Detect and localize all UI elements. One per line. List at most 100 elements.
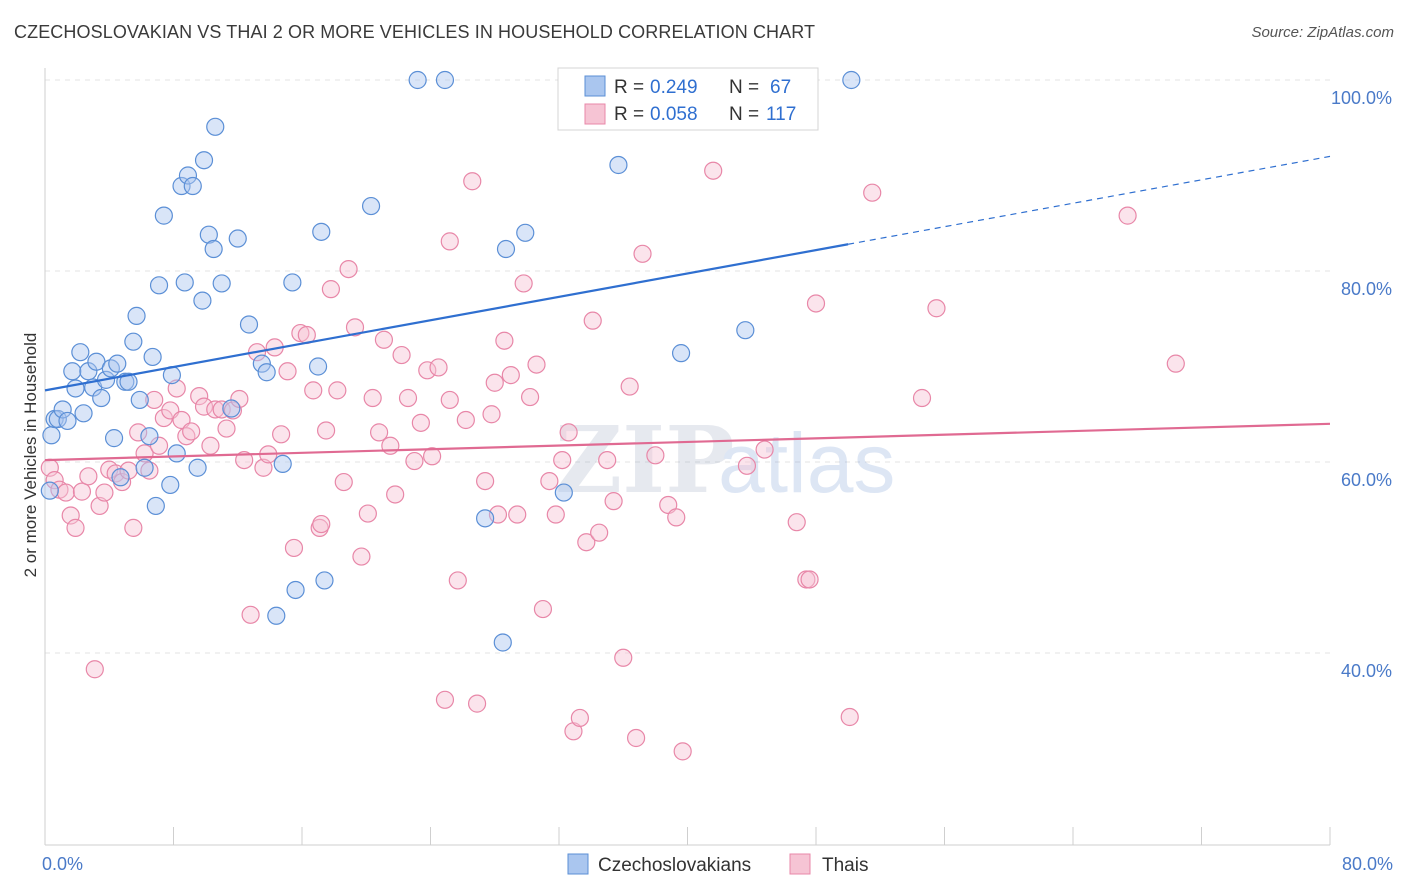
data-point	[363, 388, 382, 408]
data-point	[284, 538, 304, 558]
chart-title: CZECHOSLOVAKIAN VS THAI 2 OR MORE VEHICL…	[14, 22, 816, 42]
data-point	[272, 425, 291, 444]
data-point	[239, 315, 259, 334]
y-tick-label: 80.0%	[1341, 279, 1392, 299]
data-point	[90, 496, 109, 516]
data-point	[334, 472, 353, 492]
data-point	[194, 397, 214, 416]
legend-label-czechoslovakians: Czechoslovakians	[598, 855, 751, 876]
data-point	[476, 509, 495, 528]
data-point	[501, 365, 520, 385]
data-point	[609, 155, 628, 175]
data-point	[352, 547, 371, 566]
data-point	[704, 161, 723, 180]
data-point	[188, 458, 207, 477]
data-point	[418, 361, 437, 380]
data-point	[386, 485, 405, 504]
data-point	[286, 580, 305, 600]
grid-lines	[45, 79, 1330, 654]
data-point	[140, 461, 159, 480]
data-point	[476, 472, 495, 491]
data-point	[273, 454, 292, 474]
data-point	[190, 387, 209, 406]
data-point	[842, 70, 861, 90]
data-point	[667, 508, 686, 527]
data-point	[283, 273, 302, 292]
data-point	[927, 299, 946, 318]
x-tick-label: 80.0%	[1342, 854, 1393, 874]
data-point	[840, 707, 859, 727]
data-point	[496, 239, 516, 259]
legend-swatch-thais	[789, 853, 811, 875]
data-point	[463, 172, 482, 191]
data-point	[161, 475, 180, 495]
data-point	[495, 331, 514, 350]
data-point	[145, 390, 164, 410]
data-point	[370, 423, 389, 442]
data-point	[736, 321, 755, 340]
data-point	[328, 381, 347, 400]
y-tick-label: 60.0%	[1341, 470, 1392, 490]
data-point	[167, 379, 186, 398]
data-point	[358, 504, 377, 523]
watermark: ZIP atlas	[555, 406, 895, 514]
data-point	[520, 387, 540, 407]
data-point	[646, 446, 665, 465]
data-point	[800, 570, 819, 589]
data-point	[254, 458, 273, 477]
stats-n-label-pink: N =	[729, 104, 759, 125]
czechoslovakians-points	[40, 70, 861, 652]
data-point	[435, 70, 455, 90]
stats-legend: R = 0.249 N = 67 R = 0.058 N = 117	[557, 67, 819, 131]
data-point	[167, 444, 186, 463]
data-point	[570, 708, 589, 728]
data-point	[673, 742, 692, 761]
data-point	[74, 404, 93, 423]
data-point	[787, 513, 806, 532]
data-point	[321, 280, 341, 299]
data-point	[361, 196, 381, 216]
data-point	[278, 362, 297, 381]
data-point	[577, 533, 596, 552]
data-point	[149, 276, 169, 295]
data-point	[440, 232, 459, 251]
data-point	[485, 373, 504, 392]
data-point	[448, 571, 467, 590]
data-point	[71, 343, 90, 362]
data-point	[429, 358, 448, 377]
data-point	[182, 422, 201, 441]
data-point	[408, 70, 427, 90]
stats-n-value-pink: 117	[766, 104, 796, 125]
data-point	[217, 419, 236, 438]
data-point	[201, 436, 220, 455]
data-point	[130, 390, 149, 410]
bottom-legend: Czechoslovakians Thais	[567, 853, 868, 876]
data-point	[45, 471, 64, 490]
data-point	[79, 467, 98, 486]
data-point	[228, 229, 247, 248]
data-point	[53, 400, 72, 419]
data-point	[63, 362, 82, 381]
watermark-zip: ZIP	[555, 406, 734, 514]
y-tick-label: 40.0%	[1341, 661, 1392, 681]
data-point	[104, 429, 124, 448]
data-point	[516, 223, 535, 242]
data-point	[56, 483, 75, 502]
data-point	[154, 408, 173, 428]
data-point	[308, 357, 328, 376]
data-point	[1118, 206, 1137, 225]
data-point	[193, 291, 212, 310]
trend-lines	[44, 155, 1331, 462]
stats-swatch-blue	[584, 75, 606, 97]
data-point	[493, 633, 512, 652]
data-point	[135, 458, 154, 477]
data-point	[423, 447, 442, 466]
data-point	[508, 505, 527, 524]
data-point	[40, 481, 59, 500]
axes	[44, 68, 1331, 846]
stats-n-value-blue: 67	[770, 77, 791, 98]
data-point	[435, 690, 455, 709]
thais-points	[40, 161, 1185, 761]
data-point	[533, 599, 553, 619]
data-point	[583, 311, 602, 330]
